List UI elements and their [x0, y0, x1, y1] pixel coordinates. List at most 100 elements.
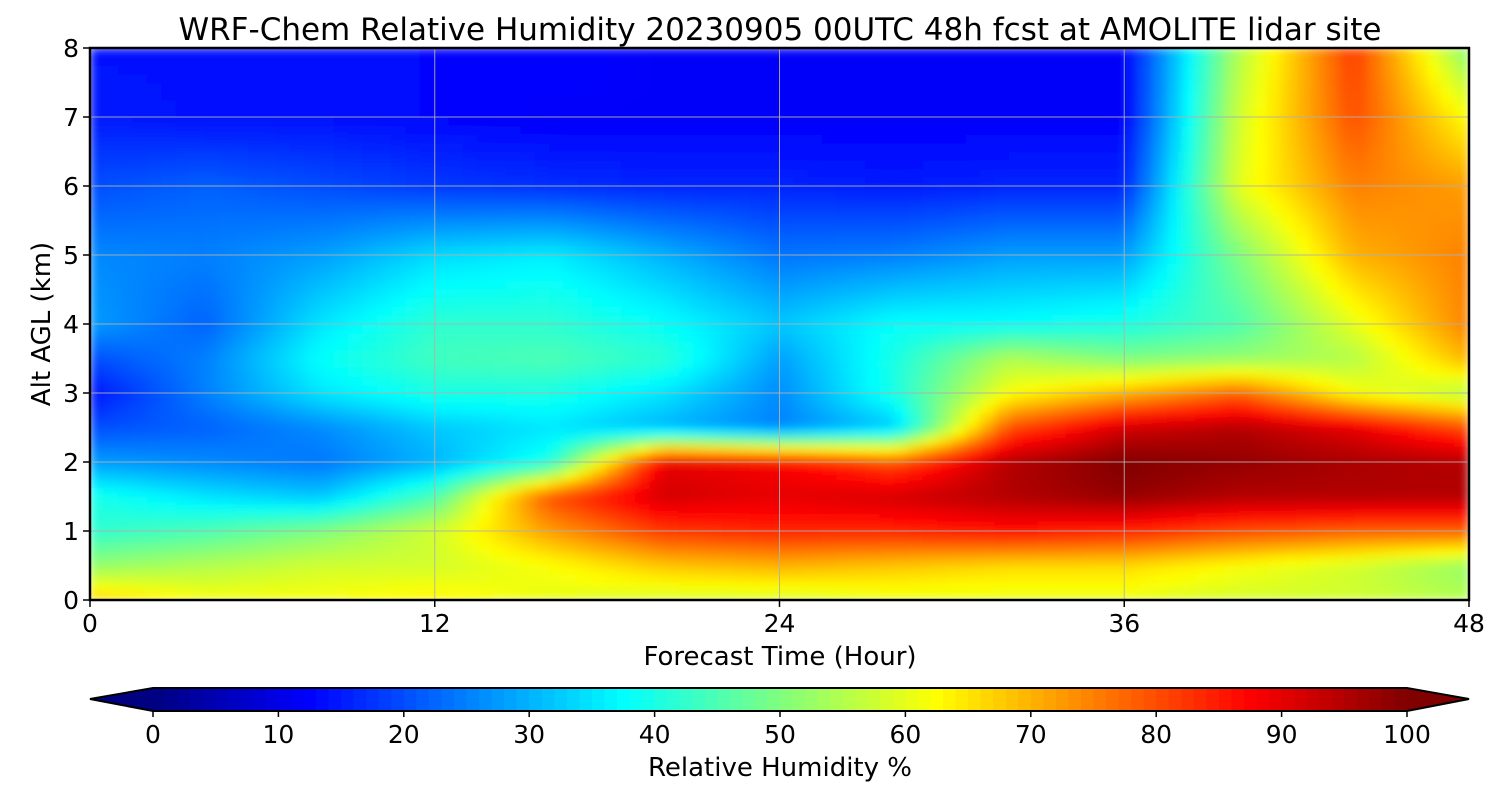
heatmap-cell: [534, 237, 551, 247]
heatmap-cell: [980, 461, 996, 472]
heatmap-cell: [764, 383, 780, 394]
heatmap-cell: [951, 280, 967, 291]
heatmap-cell: [822, 444, 838, 454]
heatmap-cell: [635, 530, 651, 541]
heatmap-cell: [520, 547, 536, 558]
heatmap-cell: [994, 513, 1010, 523]
heatmap-cell: [779, 392, 795, 403]
heatmap-cell: [1109, 159, 1125, 170]
heatmap-cell: [692, 392, 709, 403]
heatmap-cell: [261, 237, 278, 247]
heatmap-cell: [261, 314, 278, 325]
heatmap-cell: [980, 487, 996, 498]
heatmap-cell: [1339, 254, 1355, 265]
heatmap-cell: [1439, 590, 1456, 600]
heatmap-cell: [735, 401, 752, 411]
heatmap-cell: [908, 573, 924, 584]
heatmap-cell: [994, 237, 1010, 247]
heatmap-cell: [1023, 427, 1039, 437]
heatmap-cell: [161, 297, 177, 308]
heatmap-cell: [1138, 263, 1154, 273]
heatmap-cell: [1310, 530, 1326, 541]
heatmap-cell: [233, 271, 249, 282]
heatmap-cell: [132, 530, 148, 541]
heatmap-cell: [807, 297, 824, 308]
heatmap-cell: [376, 504, 393, 515]
heatmap-cell: [506, 556, 522, 567]
heatmap-cell: [1051, 314, 1068, 325]
heatmap-cell: [1181, 297, 1197, 308]
heatmap-cell: [1123, 590, 1140, 600]
heatmap-cell: [1037, 211, 1053, 222]
heatmap-cell: [635, 194, 651, 204]
heatmap-cell: [1411, 220, 1427, 230]
heatmap-cell: [721, 151, 737, 161]
heatmap-cell: [563, 271, 579, 282]
heatmap-cell: [290, 521, 306, 532]
heatmap-cell: [620, 392, 637, 403]
heatmap-cell: [1238, 254, 1255, 265]
heatmap-cell: [850, 478, 867, 489]
heatmap-cell: [735, 470, 752, 480]
heatmap-cell: [664, 487, 680, 498]
heatmap-cell: [276, 245, 292, 256]
heatmap-cell: [520, 306, 536, 316]
heatmap-cell: [1023, 306, 1039, 316]
heatmap-cell: [879, 228, 895, 239]
heatmap-cell: [146, 176, 163, 187]
heatmap-cell: [491, 194, 508, 204]
heatmap-cell: [319, 590, 335, 600]
heatmap-cell: [980, 452, 996, 463]
heatmap-cell: [1353, 314, 1369, 325]
heatmap-cell: [592, 168, 608, 178]
heatmap-cell: [118, 504, 134, 515]
heatmap-cell: [520, 530, 536, 541]
heatmap-cell: [980, 314, 996, 325]
heatmap-cell: [865, 444, 881, 454]
heatmap-cell: [1152, 194, 1168, 204]
heatmap-cell: [1411, 409, 1427, 420]
heatmap-cell: [779, 590, 795, 600]
heatmap-cell: [1267, 220, 1283, 230]
heatmap-cell: [448, 254, 464, 265]
heatmap-cell: [1353, 366, 1369, 377]
heatmap-cell: [204, 504, 220, 515]
heatmap-cell: [1209, 323, 1226, 334]
heatmap-cell: [1396, 314, 1413, 325]
heatmap-cell: [822, 392, 838, 403]
heatmap-cell: [1123, 496, 1140, 506]
heatmap-cell: [319, 271, 335, 282]
heatmap-cell: [807, 237, 824, 247]
heatmap-cell: [132, 461, 148, 472]
heatmap-cell: [218, 245, 235, 256]
heatmap-cell: [908, 401, 924, 411]
heatmap-cell: [1109, 297, 1125, 308]
heatmap-cell: [1310, 521, 1326, 532]
heatmap-cell: [376, 565, 393, 575]
heatmap-cell: [664, 556, 680, 567]
heatmap-cell: [649, 366, 666, 377]
heatmap-cell: [304, 314, 321, 325]
heatmap-cell: [218, 539, 235, 549]
heatmap-cell: [362, 176, 378, 187]
heatmap-cell: [563, 547, 579, 558]
heatmap-cell: [1051, 366, 1068, 377]
heatmap-cell: [965, 530, 982, 541]
heatmap-cell: [563, 513, 579, 523]
heatmap-cell: [534, 168, 551, 178]
heatmap-cell: [1310, 496, 1326, 506]
heatmap-cell: [879, 289, 895, 299]
heatmap-cell: [333, 530, 350, 541]
heatmap-cell: [304, 513, 321, 523]
heatmap-cell: [664, 332, 680, 342]
heatmap-cell: [1281, 452, 1298, 463]
heatmap-cell: [362, 418, 378, 429]
heatmap-cell: [534, 280, 551, 291]
heatmap-cell: [1123, 478, 1140, 489]
heatmap-cell: [1166, 427, 1183, 437]
heatmap-cell: [462, 504, 479, 515]
heatmap-cell: [764, 263, 780, 273]
heatmap-cell: [132, 375, 148, 385]
heatmap-cell: [1109, 556, 1125, 567]
heatmap-cell: [1209, 314, 1226, 325]
